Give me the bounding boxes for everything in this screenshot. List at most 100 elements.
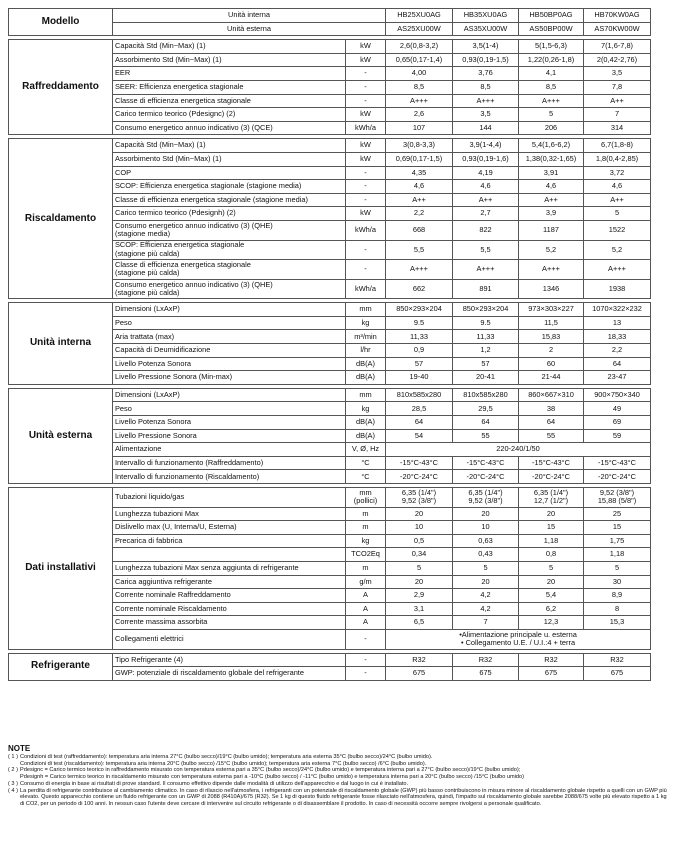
value: 2(0,42-2,76): [583, 52, 651, 68]
section-table: Unità interna Dimensioni (LxAxP) mm 850×293…: [8, 302, 651, 385]
spec-row: Consumo energetico annuo indicativo (3) …: [9, 219, 651, 241]
unit: mm: [345, 302, 386, 317]
param: Peso: [112, 401, 346, 417]
tbody: Unità esterna Dimensioni (LxAxP) mm 810x585…: [8, 387, 651, 485]
param: GWP: potenziale di riscaldamento globale…: [112, 666, 346, 681]
note-text: Condizioni di test (raffreddamento): tem…: [20, 754, 433, 760]
value: 2,9: [385, 588, 453, 603]
unit: l/hr: [345, 343, 386, 358]
spec-row: Alimentazione V, Ø, Hz 220-240/1/50: [9, 442, 651, 457]
value: 4,2: [452, 601, 519, 617]
param: Carica aggiuntiva refrigerante: [112, 574, 346, 590]
unit: dB(A): [345, 428, 386, 444]
value: 60: [518, 356, 584, 372]
value: 0,43: [452, 547, 519, 562]
value: 3,9(1-4,4): [452, 138, 519, 153]
spec-row: Classe di efficienza energetica stagiona…: [9, 93, 651, 109]
tbody: Dati installativi Tubazioni liquido/gas mm…: [8, 487, 651, 650]
value: A++: [385, 192, 453, 208]
note: ( 2 ) Pdesignc = Carico termico teorico i…: [8, 767, 670, 774]
unit: mm (pollici): [345, 487, 386, 508]
unit: -: [345, 66, 386, 81]
value: R32: [583, 652, 651, 668]
section-name: Refrigerante: [8, 652, 113, 681]
unit: g/m: [345, 574, 386, 590]
param: SCOP: Efficienza energetica stagionale (…: [112, 179, 346, 194]
model-code: HB25XU0AG: [385, 8, 453, 23]
model-code: HB35XU0AG: [452, 8, 519, 23]
value: 9.5: [452, 315, 519, 331]
value: A+++: [452, 93, 519, 109]
value: -15°C-43°C: [518, 455, 584, 471]
value: 15,83: [518, 329, 584, 345]
spec-row: Unità interna Dimensioni (LxAxP) mm 850×293…: [8, 302, 651, 385]
spec-row: Raffreddamento Capacità Std (Min~Max) (1)…: [8, 39, 651, 136]
note-text: Pdesignh = Carico termico teorico in ris…: [20, 774, 524, 781]
unit: -: [345, 192, 386, 208]
param: Peso: [112, 315, 346, 331]
spec-row: Precarica di fabbrica kg 0,5 0,63 1,18 1,75: [9, 533, 651, 549]
param: Livello Potenza Sonora: [112, 415, 346, 430]
value: 20: [452, 574, 519, 590]
value: 973×303×227: [518, 302, 584, 317]
value: 5,4(1,6-6,2): [518, 138, 584, 153]
spec-row: Classe di efficienza energetica stagiona…: [9, 192, 651, 208]
value: 55: [452, 428, 519, 444]
unit: m: [345, 506, 386, 522]
note-text: La perdita di refrigerante contribuisce …: [20, 787, 667, 807]
value: 55: [518, 428, 584, 444]
note-marker: [8, 774, 20, 781]
notes-title: NOTE: [8, 744, 31, 753]
value: 314: [583, 120, 651, 136]
value: 2,2: [385, 206, 453, 221]
unit: m: [345, 520, 386, 535]
spec-row: Collegamenti elettrici - •Alimentazione pr…: [9, 628, 651, 650]
note: Condizioni di test (riscaldamento): temp…: [8, 761, 670, 768]
value: 810x585x280: [385, 387, 453, 403]
param: Livello Pressione Sonora (Min-max): [112, 370, 346, 385]
unit: -: [345, 628, 386, 650]
value: 20: [518, 574, 584, 590]
value: 3,72: [583, 165, 651, 181]
value: 810x585x280: [452, 387, 519, 403]
spec-row: Consumo energetico annuo indicativo (3) …: [9, 120, 651, 136]
note: Pdesignh = Carico termico teorico in ris…: [8, 774, 670, 781]
spec-row: SCOP: Efficienza energetica stagionale (…: [9, 179, 651, 194]
unit: kW: [345, 107, 386, 122]
tbody: Modello Unità interna HB25XU0AG HB35XU0AG HB…: [8, 7, 651, 37]
value: 4,19: [452, 165, 519, 181]
note: ( 3 ) Consumo di energia in base ai risul…: [8, 781, 670, 788]
value: -20°C-24°C: [518, 469, 584, 484]
value: 49: [583, 401, 651, 417]
spec-row: GWP: potenziale di riscaldamento globale…: [9, 666, 651, 681]
value: 15,3: [583, 615, 651, 630]
value: 64: [583, 356, 651, 372]
model-code: AS25XU00W: [385, 21, 453, 37]
value: 1,75: [583, 533, 651, 549]
value: 23-47: [583, 370, 651, 385]
model-code: HB70KW0AG: [583, 8, 651, 23]
param: Dimensioni (LxAxP): [112, 387, 346, 403]
value: 1,8(0,4-2,85): [583, 151, 651, 167]
spec-row: Corrente nominale Raffreddamento A 2,9 4,2 5…: [9, 588, 651, 603]
value: -20°C-24°C: [583, 469, 651, 484]
value: 0,93(0,19-1,5): [452, 52, 519, 68]
param: Dislivello max (U, Interna/U, Esterna): [112, 520, 346, 535]
unit: °C: [345, 469, 386, 484]
value: 20: [385, 574, 453, 590]
section-name: Riscaldamento: [8, 138, 113, 300]
param: Tipo Refrigerante (4): [112, 652, 346, 668]
spec-row: Livello Pressione Sonora (Min-max) dB(A) 1…: [9, 370, 651, 385]
note-marker: ( 2 ): [8, 767, 18, 774]
value: 2,6: [385, 107, 453, 122]
value: 1187: [518, 219, 584, 241]
section-table: Dati installativi Tubazioni liquido/gas mm…: [8, 487, 651, 650]
value: 5: [518, 107, 584, 122]
spec-row: SEER: Efficienza energetica stagionale -8…: [9, 79, 651, 95]
spec-row: Unità esterna Dimensioni (LxAxP) mm 810x585…: [8, 387, 651, 485]
param: Corrente massima assorbita: [112, 615, 346, 630]
value: 6,35 (1/4") 12,7 (1/2"): [518, 487, 584, 508]
value: 7(1,6-7,8): [583, 39, 651, 54]
model-code: AS35XU00W: [452, 21, 519, 37]
param: Collegamenti elettrici: [112, 628, 346, 650]
